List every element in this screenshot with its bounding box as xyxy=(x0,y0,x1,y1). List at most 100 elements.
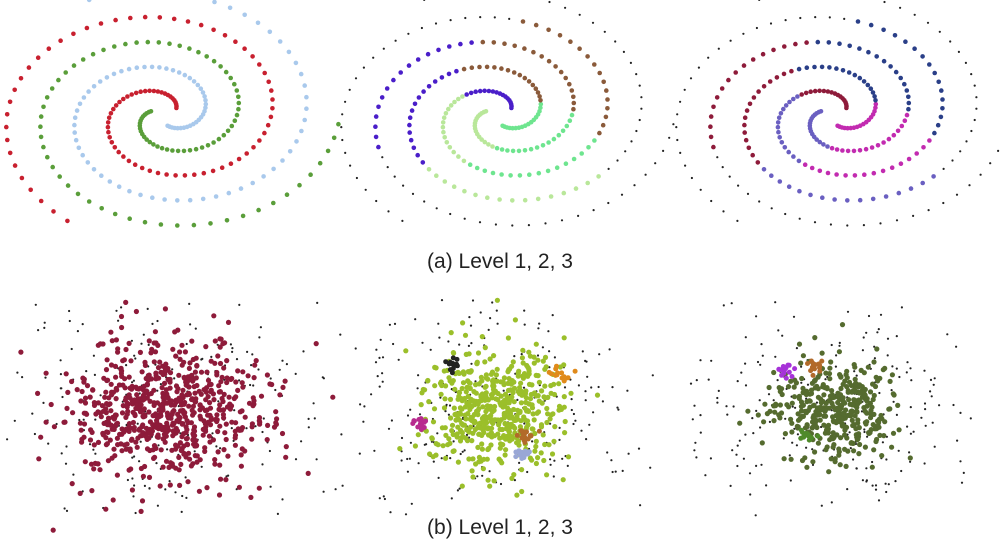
cluster-point xyxy=(481,424,487,430)
spiral-point xyxy=(149,64,155,70)
cluster-point xyxy=(113,374,119,380)
cluster-point xyxy=(256,485,262,491)
noise-point xyxy=(537,327,540,330)
cluster-point xyxy=(777,415,783,421)
cluster-point xyxy=(447,396,454,402)
spiral-point xyxy=(592,62,597,67)
cluster-point xyxy=(208,381,214,387)
noise-point xyxy=(932,383,935,386)
cluster-point xyxy=(426,399,432,405)
noise-point xyxy=(375,348,378,351)
spiral-point xyxy=(640,96,643,99)
cluster-point xyxy=(201,387,207,393)
noise-point xyxy=(838,344,841,347)
cluster-point xyxy=(761,419,767,425)
cluster-point xyxy=(476,381,482,387)
spiral-point xyxy=(775,124,781,130)
spiral-point xyxy=(973,118,976,122)
noise-point xyxy=(909,367,912,370)
noise-point xyxy=(553,356,557,359)
spiral-point xyxy=(539,54,544,59)
spiral-point xyxy=(675,126,678,129)
cluster-point xyxy=(854,404,860,410)
cluster-point xyxy=(491,407,497,413)
spiral-point xyxy=(845,198,850,203)
cluster-point xyxy=(531,354,537,360)
cluster-point xyxy=(772,403,779,409)
spiral-point xyxy=(391,77,396,83)
spiral-point xyxy=(454,68,459,74)
noise-point xyxy=(251,353,254,356)
cluster-point xyxy=(443,383,449,389)
cluster-point xyxy=(830,395,836,401)
cluster-point xyxy=(532,430,538,437)
noise-point xyxy=(43,326,46,329)
spiral-point xyxy=(90,51,96,57)
spiral-point xyxy=(116,149,121,155)
noise-point xyxy=(476,475,479,478)
cluster-point xyxy=(514,492,520,498)
spiral-point xyxy=(464,16,467,20)
noise-point xyxy=(370,393,373,396)
spiral-point xyxy=(58,38,63,43)
noise-point xyxy=(897,449,900,452)
spiral-point xyxy=(458,41,463,47)
cluster-point xyxy=(192,369,198,375)
spiral-point xyxy=(85,160,91,165)
noise-point xyxy=(59,359,62,362)
noise-point xyxy=(906,361,909,364)
cluster-point xyxy=(196,488,202,494)
spiral-point xyxy=(126,66,132,72)
panel-blob-level-1 xyxy=(6,299,336,533)
cluster-point xyxy=(864,398,870,404)
cluster-point xyxy=(516,442,522,448)
cluster-point xyxy=(857,441,863,448)
spiral-point xyxy=(127,188,132,194)
cluster-point xyxy=(197,402,203,408)
noise-point xyxy=(315,458,318,461)
cluster-point xyxy=(737,420,743,426)
noise-point xyxy=(409,441,412,444)
spiral-point xyxy=(812,64,817,70)
spiral-point xyxy=(426,84,432,89)
noise-point xyxy=(76,330,79,333)
cluster-point xyxy=(497,426,503,432)
spiral-point xyxy=(191,79,197,84)
spiral-point xyxy=(200,90,206,95)
cluster-point xyxy=(804,423,810,429)
subcluster-point xyxy=(810,372,816,378)
spiral-point xyxy=(65,183,71,188)
noise-point xyxy=(886,354,889,357)
subcluster-point xyxy=(812,366,817,372)
noise-point xyxy=(225,475,228,478)
noise-point xyxy=(470,342,473,345)
spiral-point xyxy=(242,12,247,18)
noise-point xyxy=(651,374,654,377)
noise-point xyxy=(250,364,253,367)
spiral-point xyxy=(256,207,261,213)
noise-point xyxy=(437,322,440,325)
cluster-point xyxy=(142,390,148,396)
cluster-point xyxy=(150,422,157,428)
cluster-point xyxy=(526,368,532,374)
spiral-point xyxy=(187,197,193,203)
spiral-point xyxy=(620,193,624,196)
spiral-point xyxy=(600,122,606,128)
spiral-point xyxy=(111,106,116,112)
cluster-point xyxy=(509,436,515,442)
spiral-point xyxy=(965,140,968,143)
spiral-point xyxy=(151,142,156,147)
cluster-point xyxy=(515,407,521,413)
cluster-point xyxy=(471,398,477,404)
noise-point xyxy=(216,343,219,346)
noise-point xyxy=(861,479,865,482)
noise-point xyxy=(584,390,587,393)
spiral-point xyxy=(112,44,117,49)
cluster-point xyxy=(134,392,140,398)
spiral-point xyxy=(567,118,573,123)
spiral-point xyxy=(106,115,112,120)
spiral-point xyxy=(156,40,162,45)
spiral-point xyxy=(91,84,97,89)
spiral-point xyxy=(226,190,232,196)
noise-point xyxy=(572,422,575,426)
